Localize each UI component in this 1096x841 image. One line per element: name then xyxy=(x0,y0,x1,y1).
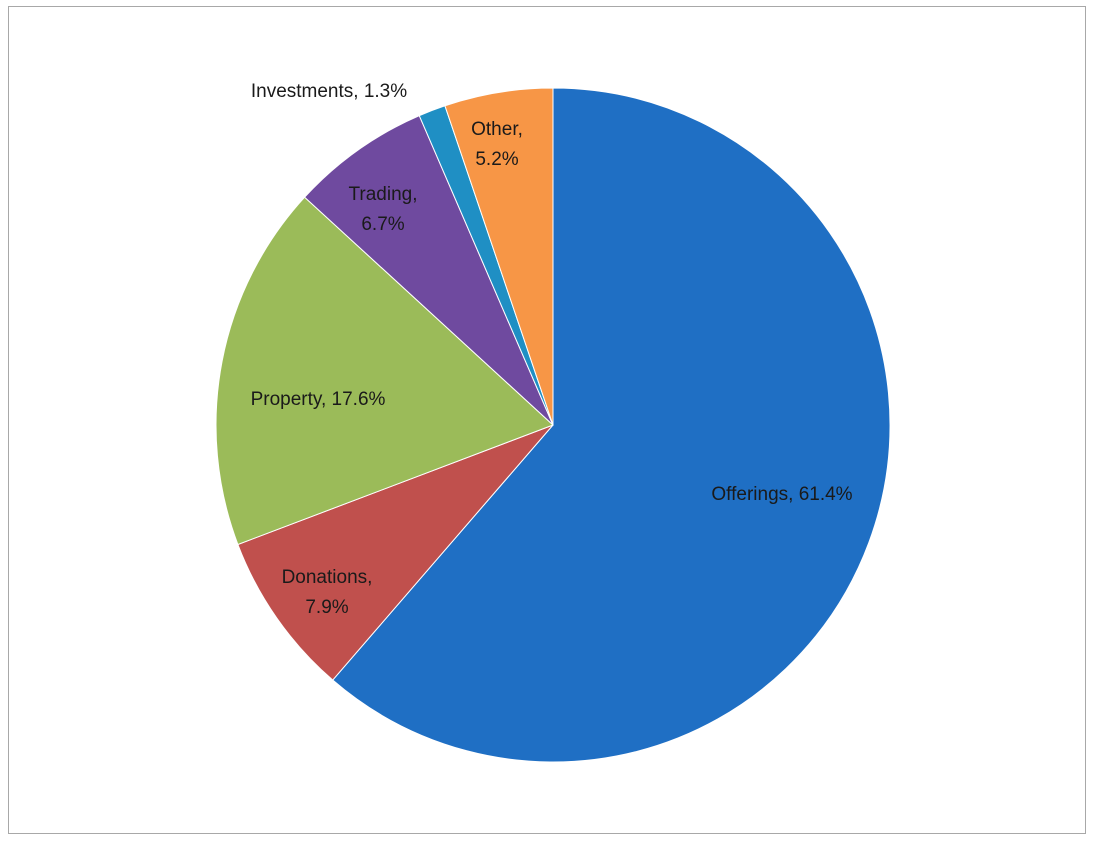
slice-labels: Offerings, 61.4% Donations, 7.9% Property, … xyxy=(251,81,853,618)
slice-property xyxy=(215,196,554,546)
slice-offerings xyxy=(332,87,891,763)
label-property: Property, 17.6% xyxy=(251,389,386,410)
label-trading: Trading, 6.7% xyxy=(349,184,418,235)
slice-trading xyxy=(303,115,554,426)
pie-slices xyxy=(215,87,891,763)
label-other: Other, 5.2% xyxy=(471,119,523,170)
label-donations: Donations, 7.9% xyxy=(282,567,373,618)
slice-other xyxy=(444,87,554,426)
label-offerings: Offerings, 61.4% xyxy=(711,484,852,505)
label-investments: Investments, 1.3% xyxy=(251,81,407,102)
slice-donations xyxy=(237,424,554,681)
